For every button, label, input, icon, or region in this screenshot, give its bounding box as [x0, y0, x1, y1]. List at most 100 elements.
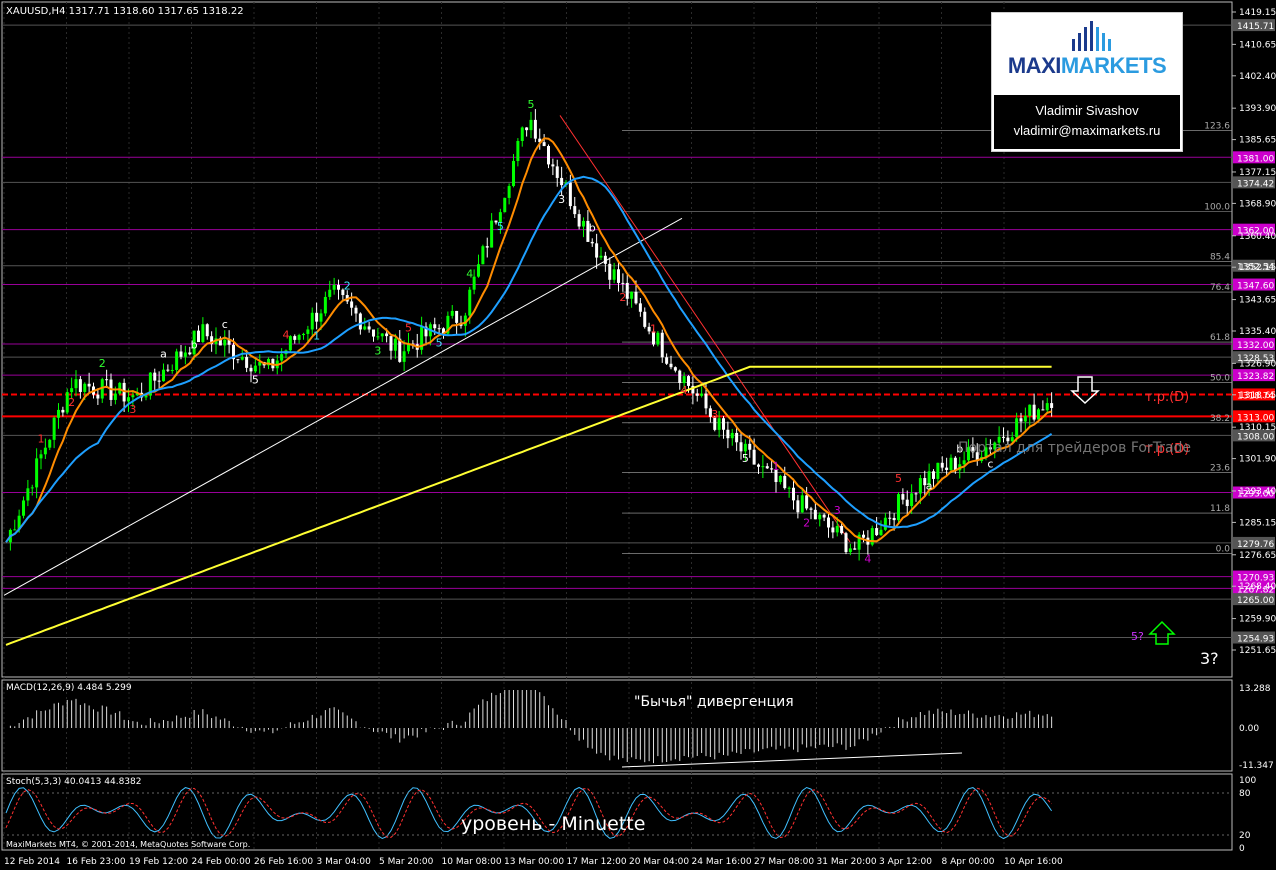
candle-body — [170, 369, 174, 371]
price-tick: 1335.40 — [1239, 327, 1276, 337]
candle-body — [310, 312, 314, 330]
price-tag-text: 1323.82 — [1237, 372, 1274, 382]
candle-body — [463, 315, 467, 326]
candle-body — [1006, 437, 1010, 442]
price-tag — [1233, 369, 1275, 382]
grid-lines — [3, 2, 1005, 850]
price-tick: 1326.90 — [1239, 359, 1276, 369]
wave-label: 1 — [38, 432, 45, 445]
candle-body — [358, 313, 362, 330]
up-arrow-icon — [1148, 620, 1176, 645]
candle-body — [962, 460, 966, 465]
time-tick: 10 Apr 16:00 — [1004, 857, 1063, 867]
candle-body — [853, 548, 857, 550]
candle-body — [407, 343, 410, 352]
candle-body — [179, 351, 183, 357]
candle-body — [232, 344, 235, 360]
candle-body — [800, 495, 804, 513]
candle-body — [455, 310, 459, 323]
stochastic-lines: 100 80 20 0 — [2, 776, 1256, 854]
candle-body — [424, 326, 428, 337]
candle-body — [608, 263, 612, 280]
contact-box: Vladimir Sivashov vladimir@maximarkets.r… — [994, 95, 1180, 149]
price-tag-text: 1328.53 — [1237, 354, 1274, 364]
candle-body — [796, 500, 800, 513]
candle-body — [835, 525, 839, 533]
wave-label: 4 — [283, 328, 290, 341]
price-tick: 1419.15 — [1239, 8, 1276, 18]
candle-body — [446, 315, 450, 334]
price-tick: 1259.90 — [1239, 615, 1276, 625]
candle-body — [687, 376, 690, 386]
candle-body — [385, 333, 389, 337]
candle-body — [127, 397, 130, 402]
candle-body — [888, 517, 892, 519]
wave-label: 3 — [834, 504, 841, 517]
price-tag — [1233, 223, 1275, 236]
candle-body — [354, 307, 358, 314]
fib-label: 61.8 — [1210, 333, 1230, 343]
candle-body — [704, 393, 708, 409]
time-tick: 27 Mar 08:00 — [754, 857, 814, 867]
candle-body — [1032, 404, 1036, 420]
ma-fast-line — [5, 137, 1052, 543]
candle-body — [936, 462, 940, 479]
candle-body — [332, 284, 336, 290]
time-tick: 17 Mar 12:00 — [567, 857, 627, 867]
wave-label: 5 — [497, 220, 504, 233]
candle-body — [433, 324, 437, 329]
price-tag — [1233, 278, 1275, 291]
fib-label: 76.4 — [1210, 283, 1230, 293]
candle-body — [227, 339, 231, 345]
candle-body — [393, 338, 397, 351]
candle-body — [87, 383, 91, 387]
candle-body — [201, 324, 205, 343]
candle-body — [148, 372, 152, 396]
candle-body — [643, 311, 647, 327]
candle-body — [617, 269, 620, 283]
wave-label: b — [191, 339, 198, 352]
time-tick: 26 Feb 16:00 — [254, 857, 313, 867]
candle-body — [870, 528, 874, 545]
price-tag-text: 1267.82 — [1237, 585, 1274, 595]
stoch-tick: 80 — [1239, 789, 1251, 799]
candle-body — [975, 452, 979, 462]
candle-body — [984, 447, 988, 457]
time-tick: 16 Feb 23:00 — [67, 857, 126, 867]
candle-body — [923, 478, 927, 486]
wave-label: a — [926, 479, 933, 492]
level-label: уровень - Minuette — [461, 813, 645, 835]
candle-body — [682, 376, 686, 384]
candle-body — [765, 466, 769, 469]
candle-body — [1023, 415, 1027, 422]
time-tick: 24 Mar 16:00 — [692, 857, 752, 867]
fib-label: 38.2 — [1210, 414, 1230, 424]
candle-body — [932, 471, 935, 479]
price-axis: 1419.15 1410.65 1402.40 1393.90 1385.65 1377.… — [1232, 8, 1276, 656]
price-tag — [1233, 429, 1275, 442]
candle-body — [949, 457, 953, 470]
candle-body — [612, 269, 616, 280]
candle-body — [197, 330, 200, 343]
candle-body — [372, 329, 375, 337]
fib-label: 100.0 — [1204, 202, 1230, 212]
wave-label: 4 — [466, 268, 473, 281]
price-tick: 1385.65 — [1239, 136, 1276, 146]
price-tag — [1233, 486, 1275, 499]
wave-label: c — [222, 318, 228, 331]
candle-body — [717, 418, 721, 430]
candle-body — [678, 370, 682, 384]
wave-label: 2 — [619, 291, 626, 304]
author-name: Vladimir Sivashov — [1035, 103, 1139, 118]
price-tag — [1233, 259, 1275, 272]
price-tick: 1268.40 — [1239, 582, 1276, 592]
price-tag-text: 1381.00 — [1237, 154, 1274, 164]
candle-body — [61, 409, 65, 413]
price-tag-text: 1254.93 — [1237, 635, 1274, 645]
candle-body — [367, 326, 371, 330]
candle-body — [879, 529, 883, 536]
candle-body — [848, 548, 852, 553]
candle-body — [218, 338, 222, 346]
candle-body — [306, 329, 310, 334]
price-tag-text: 1352.54 — [1237, 263, 1274, 273]
